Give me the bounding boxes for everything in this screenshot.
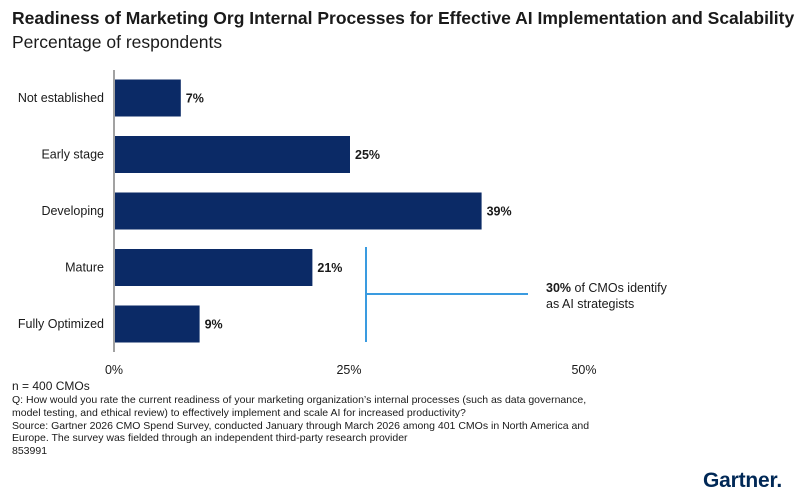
value-label-0: 7%: [186, 92, 204, 106]
chart-title: Readiness of Marketing Org Internal Proc…: [12, 8, 795, 28]
value-label-3: 21%: [317, 261, 342, 275]
category-label-4: Fully Optimized: [18, 317, 104, 331]
bar-3: [115, 249, 313, 286]
x-tick-label-2: 50%: [571, 363, 596, 377]
annotation-text-line2: as AI strategists: [546, 297, 634, 311]
category-label-0: Not established: [18, 91, 104, 105]
x-tick-label-1: 25%: [336, 363, 361, 377]
chart-subtitle: Percentage of respondents: [12, 32, 223, 52]
value-label-1: 25%: [355, 148, 380, 162]
chart-notes: n = 400 CMOs Q: How would you rate the c…: [12, 379, 612, 458]
annotation-rest: of CMOs identify: [571, 281, 668, 295]
x-tick-label-0: 0%: [105, 363, 123, 377]
category-label-3: Mature: [65, 261, 104, 275]
document-id: 853991: [12, 445, 48, 458]
brand-dot: .: [776, 469, 782, 492]
value-label-2: 39%: [487, 205, 512, 219]
bar-0: [115, 79, 181, 117]
sample-size: n = 400 CMOs: [12, 379, 90, 393]
source-note: Source: Gartner 2026 CMO Spend Survey, c…: [12, 419, 590, 445]
bar-chart: Not established 7% Early stage 25% Developin…: [18, 70, 668, 377]
category-label-1: Early stage: [41, 148, 104, 162]
bar-2: [115, 192, 482, 230]
value-label-4: 9%: [205, 318, 223, 332]
gartner-logo: Gartner.: [703, 469, 782, 493]
category-label-2: Developing: [41, 204, 104, 218]
bar-1: [115, 136, 350, 173]
survey-question: Q: How would you rate the current readin…: [12, 394, 587, 419]
annotation-bold: 30%: [546, 281, 571, 295]
bar-4: [115, 305, 200, 343]
brand-name: Gartner: [703, 469, 777, 492]
annotation-text-line1: 30% of CMOs identify: [546, 281, 668, 295]
